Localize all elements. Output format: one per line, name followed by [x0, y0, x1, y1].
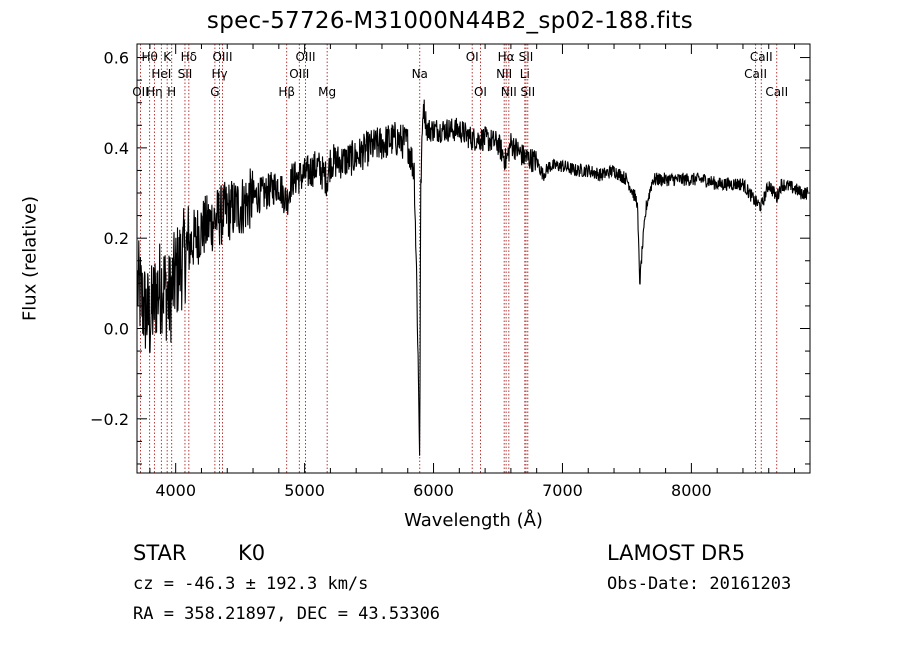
redshift-velocity: cz = -46.3 ± 192.3 km/s — [133, 574, 369, 594]
line-marker-label: Hδ — [181, 50, 197, 64]
line-marker-label: OI — [466, 50, 479, 64]
line-marker-label: CaII — [765, 85, 788, 99]
line-marker-label: OII — [132, 85, 149, 99]
line-marker-label: NII — [496, 67, 512, 81]
line-marker-label: Hγ — [211, 67, 227, 81]
line-marker-label: Mg — [318, 85, 336, 99]
object-type: STAR — [133, 541, 187, 565]
x-tick-label: 5000 — [284, 481, 325, 500]
line-marker-label: OIII — [212, 50, 232, 64]
x-axis-label: Wavelength (Å) — [404, 510, 543, 531]
y-tick-label: 0.6 — [104, 49, 129, 68]
axis-ticks: 4000 5000 6000 7000 8000 −0.2 0.0 0.2 0.4 0.6 — [90, 44, 810, 500]
line-marker-label: CaII — [750, 50, 773, 64]
x-tick-label: 7000 — [542, 481, 583, 500]
line-marker-label: SII — [520, 85, 535, 99]
line-marker-label: OIII — [289, 67, 309, 81]
line-marker-label: OIII — [295, 50, 315, 64]
x-tick-label: 6000 — [413, 481, 454, 500]
line-marker-label: Hα — [498, 50, 515, 64]
observation-date: Obs-Date: 20161203 — [607, 574, 792, 594]
y-axis-label: Flux (relative) — [19, 195, 41, 322]
emission-line-markers: OIIHθHηHeIKHSIIHδGHγOIIIHβOIIIOIIIMgNaOI… — [132, 44, 788, 473]
x-tick-label: 8000 — [671, 481, 712, 500]
line-marker-label: Li — [520, 67, 530, 81]
line-marker-label: H — [167, 85, 176, 99]
line-marker-label: Hθ — [141, 50, 157, 64]
chart-title: spec-57726-M31000N44B2_sp02-188.fits — [206, 8, 694, 34]
y-tick-label: 0.2 — [104, 229, 129, 248]
line-marker-label: CaII — [744, 67, 767, 81]
survey-label: LAMOST DR5 — [607, 541, 746, 565]
x-tick-label: 4000 — [155, 481, 196, 500]
object-class: K0 — [238, 541, 266, 565]
line-marker-label: K — [163, 50, 172, 64]
line-marker-label: G — [210, 85, 219, 99]
line-marker-label: Na — [412, 67, 428, 81]
y-tick-label: −0.2 — [90, 410, 129, 429]
line-marker-label: OI — [474, 85, 487, 99]
line-marker-label: Hη — [146, 85, 163, 99]
line-marker-label: SII — [519, 50, 534, 64]
line-marker-label: SII — [178, 67, 193, 81]
y-tick-label: 0.4 — [104, 139, 129, 158]
line-marker-label: HeI — [151, 67, 171, 81]
y-tick-label: 0.0 — [104, 319, 129, 338]
ra-dec-coordinates: RA = 358.21897, DEC = 43.53306 — [133, 604, 441, 624]
spectrum-line — [137, 99, 809, 456]
line-marker-label: NII — [501, 85, 517, 99]
plot-frame — [136, 43, 811, 474]
line-marker-label: Hβ — [278, 85, 295, 99]
